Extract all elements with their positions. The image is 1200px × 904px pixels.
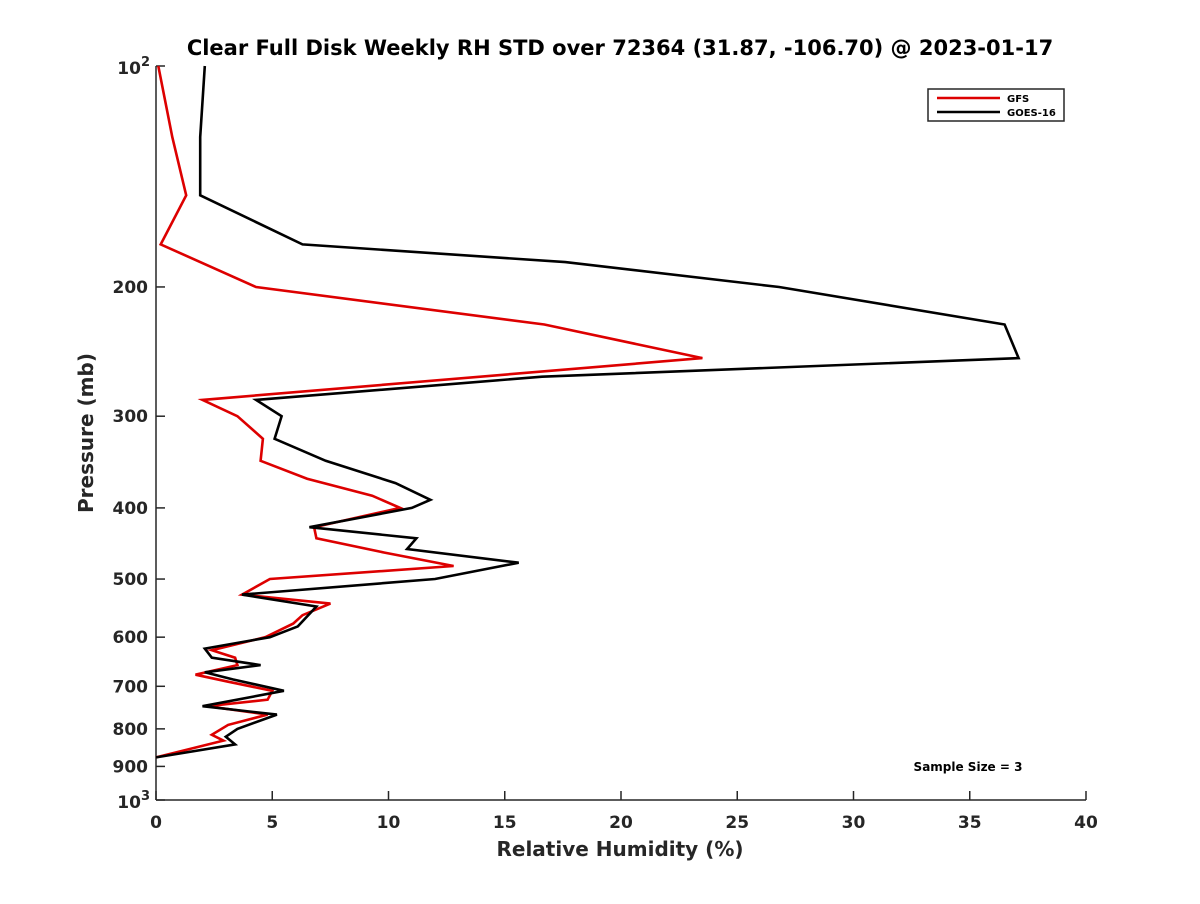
y-tick-label: 400 [113, 499, 149, 519]
x-tick-label: 30 [842, 813, 866, 833]
x-tick-label: 15 [493, 813, 517, 833]
y-tick-label: 200 [113, 278, 149, 298]
y-tick-label: 300 [113, 407, 149, 427]
x-tick-label: 0 [150, 813, 162, 833]
legend-box [927, 88, 1065, 122]
x-tick-label: 20 [609, 813, 633, 833]
x-axis-label: Relative Humidity (%) [496, 837, 743, 861]
series-line-gfs [155, 65, 703, 759]
x-tick-label: 40 [1074, 813, 1098, 833]
y-tick-label: 900 [113, 757, 149, 777]
y-axis-ticks: 102 200 300 400 500 600 700 800 900 103 [113, 55, 165, 813]
y-tick-label: 600 [113, 628, 149, 648]
legend: GFS GOES-16 [927, 88, 1065, 122]
legend-label: GOES-16 [1007, 108, 1056, 119]
legend-label: GFS [1007, 94, 1029, 105]
y-tick-label: 103 [117, 789, 150, 813]
series-line-goes-16 [155, 65, 1021, 759]
series-lines [155, 65, 1021, 759]
y-tick-label: 800 [113, 720, 149, 740]
axes [155, 66, 1086, 801]
y-axis-label: Pressure (mb) [74, 353, 98, 513]
x-tick-label: 35 [958, 813, 982, 833]
x-axis-ticks: 0 5 10 15 20 25 30 35 40 [150, 791, 1098, 833]
sample-size-annotation: Sample Size = 3 [914, 760, 1023, 774]
y-tick-label: 500 [113, 570, 149, 590]
y-tick-label: 102 [117, 55, 150, 79]
x-tick-label: 10 [377, 813, 401, 833]
chart-title: Clear Full Disk Weekly RH STD over 72364… [187, 36, 1053, 60]
y-tick-label: 700 [113, 677, 149, 697]
x-tick-label: 5 [266, 813, 278, 833]
x-tick-label: 25 [725, 813, 749, 833]
